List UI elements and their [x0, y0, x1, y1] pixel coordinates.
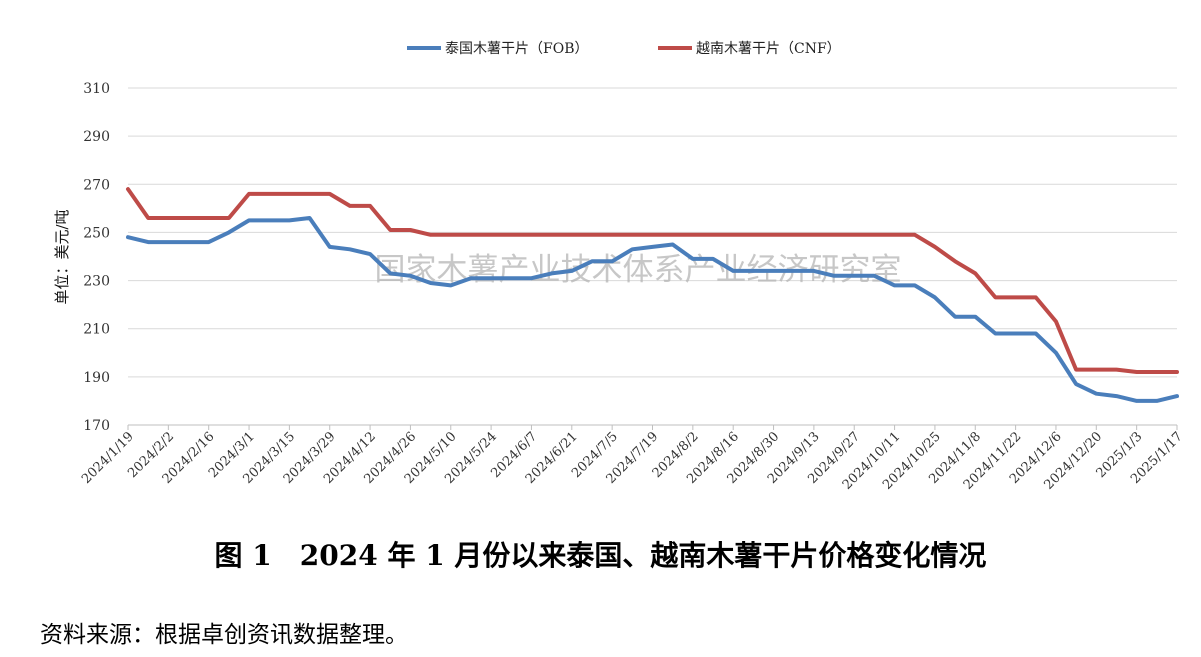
y-tick-label: 310: [83, 81, 110, 97]
line-chart: 170 190 210 230 250 270 290 310 2024/1/192024/2…: [53, 41, 1186, 493]
series-line-2: [126, 187, 1179, 374]
series-lines: [126, 187, 1179, 403]
series-line-1: [126, 216, 1179, 403]
y-axis-label: 单位：美元/吨: [53, 209, 71, 304]
y-tick-label: 210: [83, 322, 110, 338]
y-tick-label: 190: [83, 370, 110, 386]
y-tick-label: 230: [83, 274, 110, 290]
legend-label-2: 越南木薯干片（CNF）: [696, 41, 841, 57]
y-tick-label: 270: [83, 177, 110, 193]
data-source-note: 资料来源：根据卓创资讯数据整理。: [40, 622, 408, 648]
grid-lines: [128, 87, 1177, 426]
y-axis: 170 190 210 230 250 270 290 310: [83, 81, 110, 434]
figure-caption: 图 1 2024 年 1 月份以来泰国、越南木薯干片价格变化情况: [214, 539, 987, 572]
legend: 泰国木薯干片（FOB） 越南木薯干片（CNF）: [407, 41, 841, 57]
y-tick-label: 170: [83, 418, 110, 434]
legend-label-1: 泰国木薯干片（FOB）: [445, 41, 588, 57]
x-axis: 2024/1/192024/2/22024/2/162024/3/12024/3…: [79, 425, 1186, 493]
y-tick-label: 250: [83, 225, 110, 241]
x-tick-label: 2024/1/19: [79, 429, 137, 487]
y-tick-label: 290: [83, 129, 110, 145]
